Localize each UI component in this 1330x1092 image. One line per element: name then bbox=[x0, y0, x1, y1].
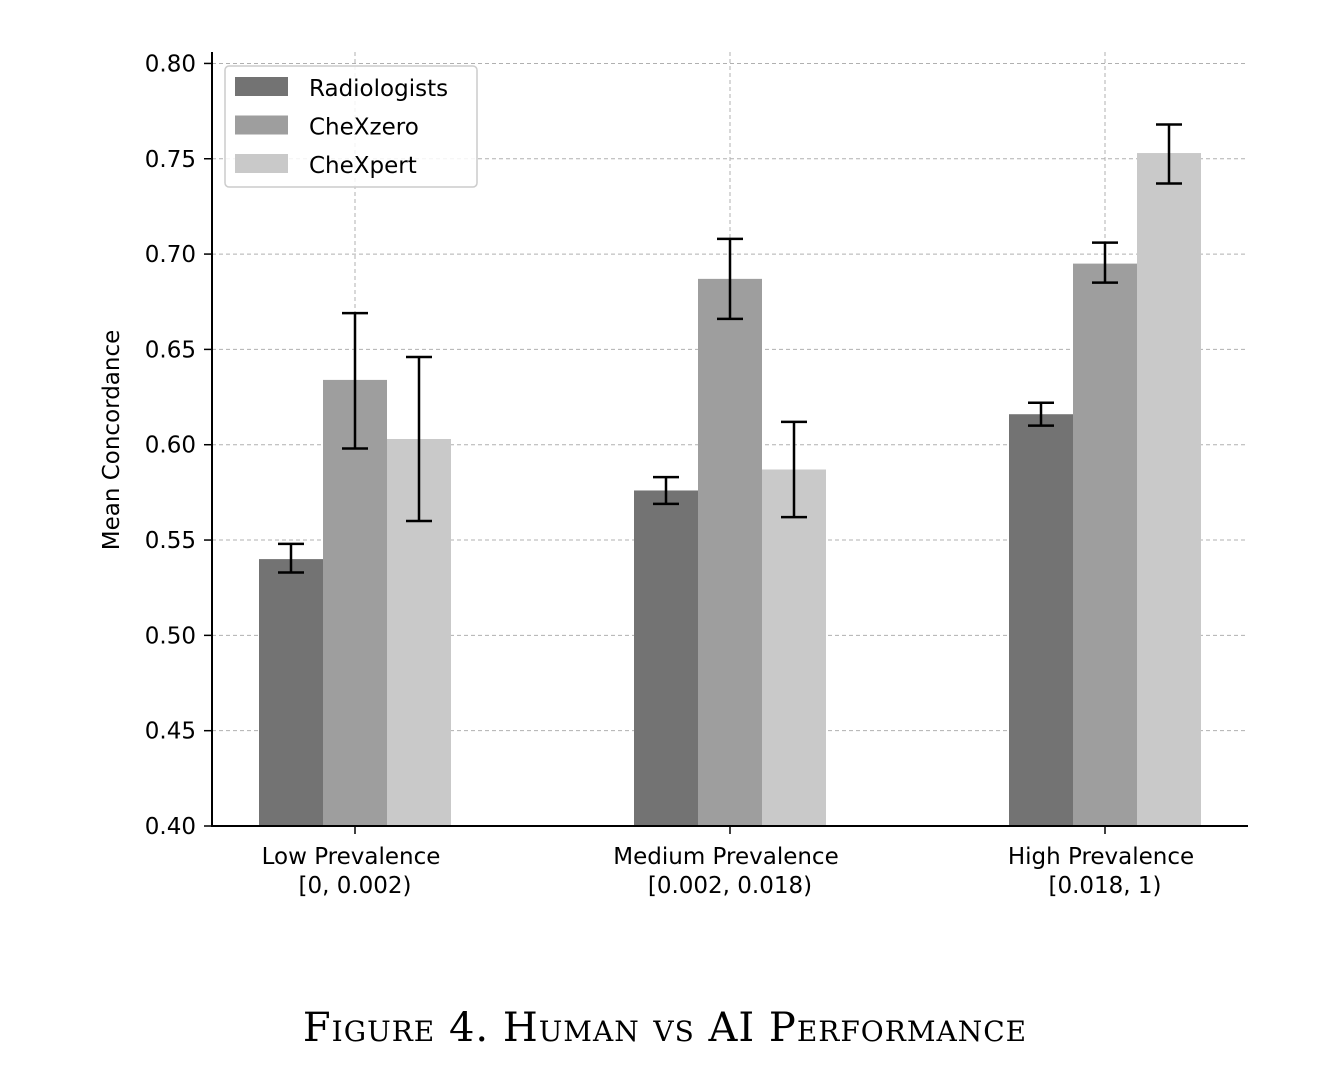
y-tick-label: 0.80 bbox=[145, 51, 196, 77]
bar-chexzero bbox=[323, 379, 387, 826]
legend-label: Radiologists bbox=[309, 76, 448, 102]
y-tick-label: 0.40 bbox=[145, 814, 196, 840]
bar-chexpert bbox=[762, 469, 826, 826]
y-tick-label: 0.65 bbox=[145, 337, 196, 363]
legend-swatch bbox=[235, 154, 288, 173]
bar-chexzero bbox=[1073, 263, 1137, 826]
bar-chexzero bbox=[698, 278, 762, 826]
figure-caption: Figure 4. Human vs AI Performance bbox=[302, 1005, 1028, 1051]
y-tick-label: 0.75 bbox=[145, 147, 196, 173]
x-tick-label: [0.002, 0.018) bbox=[648, 873, 812, 899]
legend-swatch bbox=[235, 115, 288, 135]
bar-radiologists bbox=[259, 559, 323, 826]
y-axis-label: Mean Concordance bbox=[99, 330, 125, 551]
y-tick-label: 0.45 bbox=[145, 719, 196, 745]
bar-radiologists bbox=[1009, 414, 1073, 826]
bar-chart: 0.40 0.45 0.50 0.55 0.60 0.65 0.70 0.75 0.80 Low … bbox=[99, 51, 1248, 899]
y-tick-label: 0.60 bbox=[145, 433, 196, 459]
legend-label: CheXzero bbox=[309, 115, 419, 141]
y-tick-label: 0.50 bbox=[145, 623, 196, 649]
x-tick-label: [0.018, 1) bbox=[1048, 873, 1161, 899]
legend-label: CheXpert bbox=[309, 153, 417, 179]
x-tick-label: Medium Prevalence bbox=[613, 844, 838, 870]
bar-radiologists bbox=[634, 490, 698, 826]
y-tick-label: 0.70 bbox=[145, 242, 196, 268]
bar-chexpert bbox=[1137, 153, 1201, 826]
legend-swatch bbox=[235, 77, 288, 96]
y-tick-label: 0.55 bbox=[145, 528, 196, 554]
x-tick-label: Low Prevalence bbox=[262, 844, 441, 870]
x-tick-label: [0, 0.002) bbox=[298, 873, 411, 899]
x-tick-label: High Prevalence bbox=[1008, 844, 1194, 870]
